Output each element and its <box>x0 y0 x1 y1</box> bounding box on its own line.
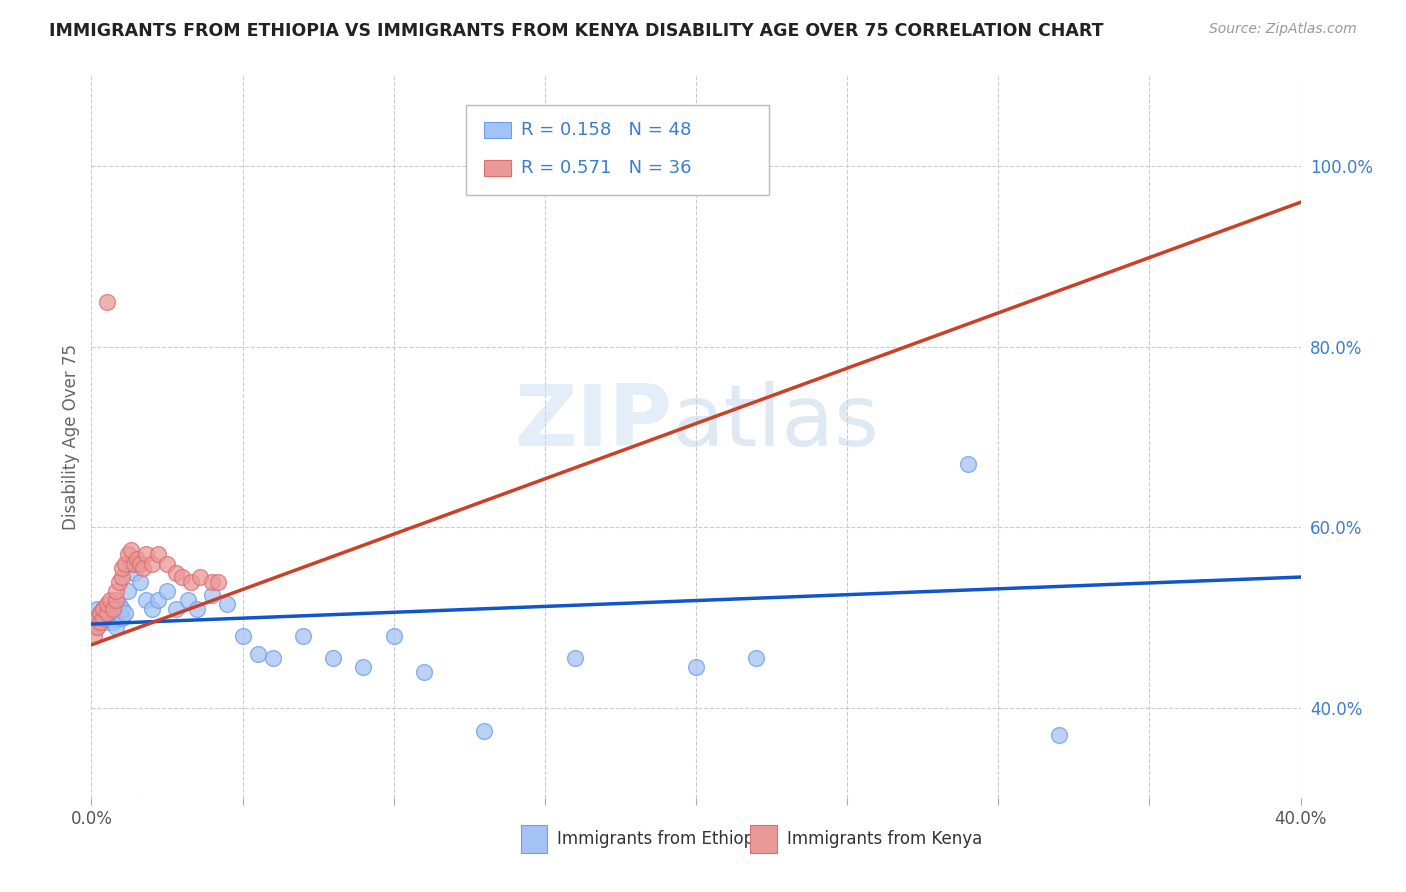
Point <box>89 606 111 620</box>
Text: IMMIGRANTS FROM ETHIOPIA VS IMMIGRANTS FROM KENYA DISABILITY AGE OVER 75 CORRELA: IMMIGRANTS FROM ETHIOPIA VS IMMIGRANTS F… <box>49 22 1104 40</box>
Point <box>128 557 150 571</box>
Point <box>101 601 124 615</box>
Point <box>111 611 132 625</box>
Point <box>98 592 121 607</box>
Point <box>172 570 194 584</box>
Point <box>111 601 132 615</box>
Point <box>128 574 150 589</box>
Point <box>107 597 129 611</box>
Point <box>104 592 127 607</box>
Point <box>188 570 211 584</box>
Point <box>207 574 229 589</box>
FancyBboxPatch shape <box>484 122 510 138</box>
Point <box>141 601 163 615</box>
Point <box>96 597 118 611</box>
Point <box>96 606 118 620</box>
Point <box>98 611 121 625</box>
Point <box>93 601 115 615</box>
Point <box>122 566 145 580</box>
Point <box>135 548 157 562</box>
FancyBboxPatch shape <box>520 825 547 853</box>
Point <box>104 611 127 625</box>
Point <box>1047 728 1070 742</box>
Point <box>564 651 586 665</box>
Point <box>104 583 127 598</box>
FancyBboxPatch shape <box>467 104 769 195</box>
Point <box>382 629 405 643</box>
Point <box>83 611 105 625</box>
Point <box>165 566 187 580</box>
Point <box>89 615 111 630</box>
Point <box>96 294 118 309</box>
Point <box>141 557 163 571</box>
Point <box>156 583 179 598</box>
Point <box>217 597 239 611</box>
Point <box>93 601 115 615</box>
Point <box>122 557 145 571</box>
Point <box>956 457 979 471</box>
Point <box>89 606 111 620</box>
Point <box>86 620 108 634</box>
Point <box>86 601 108 615</box>
Point <box>413 665 436 679</box>
Point <box>125 552 148 566</box>
Point <box>292 629 315 643</box>
Point <box>101 606 124 620</box>
Y-axis label: Disability Age Over 75: Disability Age Over 75 <box>62 344 80 530</box>
Point <box>322 651 344 665</box>
Point <box>120 543 142 558</box>
Point <box>114 606 136 620</box>
Point <box>201 588 224 602</box>
Point <box>125 557 148 571</box>
Point <box>132 561 155 575</box>
Point <box>111 561 132 575</box>
Point <box>117 548 139 562</box>
FancyBboxPatch shape <box>751 825 778 853</box>
Point <box>352 660 374 674</box>
Point <box>86 620 108 634</box>
Point <box>125 800 148 814</box>
Point <box>98 601 121 615</box>
Text: Immigrants from Ethiopia: Immigrants from Ethiopia <box>557 830 769 847</box>
Point <box>93 611 115 625</box>
Point <box>180 574 202 589</box>
Point <box>101 615 124 630</box>
Point <box>246 647 269 661</box>
Point <box>107 574 129 589</box>
Point <box>146 548 169 562</box>
Point <box>201 574 224 589</box>
Point <box>104 620 127 634</box>
Text: Immigrants from Kenya: Immigrants from Kenya <box>786 830 981 847</box>
Point <box>107 606 129 620</box>
Point <box>685 660 707 674</box>
Point <box>114 557 136 571</box>
Point <box>745 651 768 665</box>
Point <box>93 611 115 625</box>
Point <box>177 592 200 607</box>
Point <box>165 601 187 615</box>
Point <box>472 723 495 738</box>
Text: R = 0.571   N = 36: R = 0.571 N = 36 <box>520 159 692 177</box>
Point <box>96 615 118 630</box>
Point <box>135 800 157 814</box>
Point <box>231 629 253 643</box>
Point <box>83 629 105 643</box>
Point <box>156 557 179 571</box>
Text: atlas: atlas <box>672 381 880 464</box>
Point <box>262 651 284 665</box>
Point <box>120 557 142 571</box>
Text: ZIP: ZIP <box>515 381 672 464</box>
Text: Source: ZipAtlas.com: Source: ZipAtlas.com <box>1209 22 1357 37</box>
Point <box>186 601 208 615</box>
FancyBboxPatch shape <box>484 160 510 176</box>
Point <box>111 570 132 584</box>
Point <box>135 592 157 607</box>
Point <box>96 606 118 620</box>
Text: R = 0.158   N = 48: R = 0.158 N = 48 <box>520 121 690 139</box>
Point <box>146 592 169 607</box>
Point <box>117 583 139 598</box>
Point <box>86 611 108 625</box>
Point <box>89 615 111 630</box>
